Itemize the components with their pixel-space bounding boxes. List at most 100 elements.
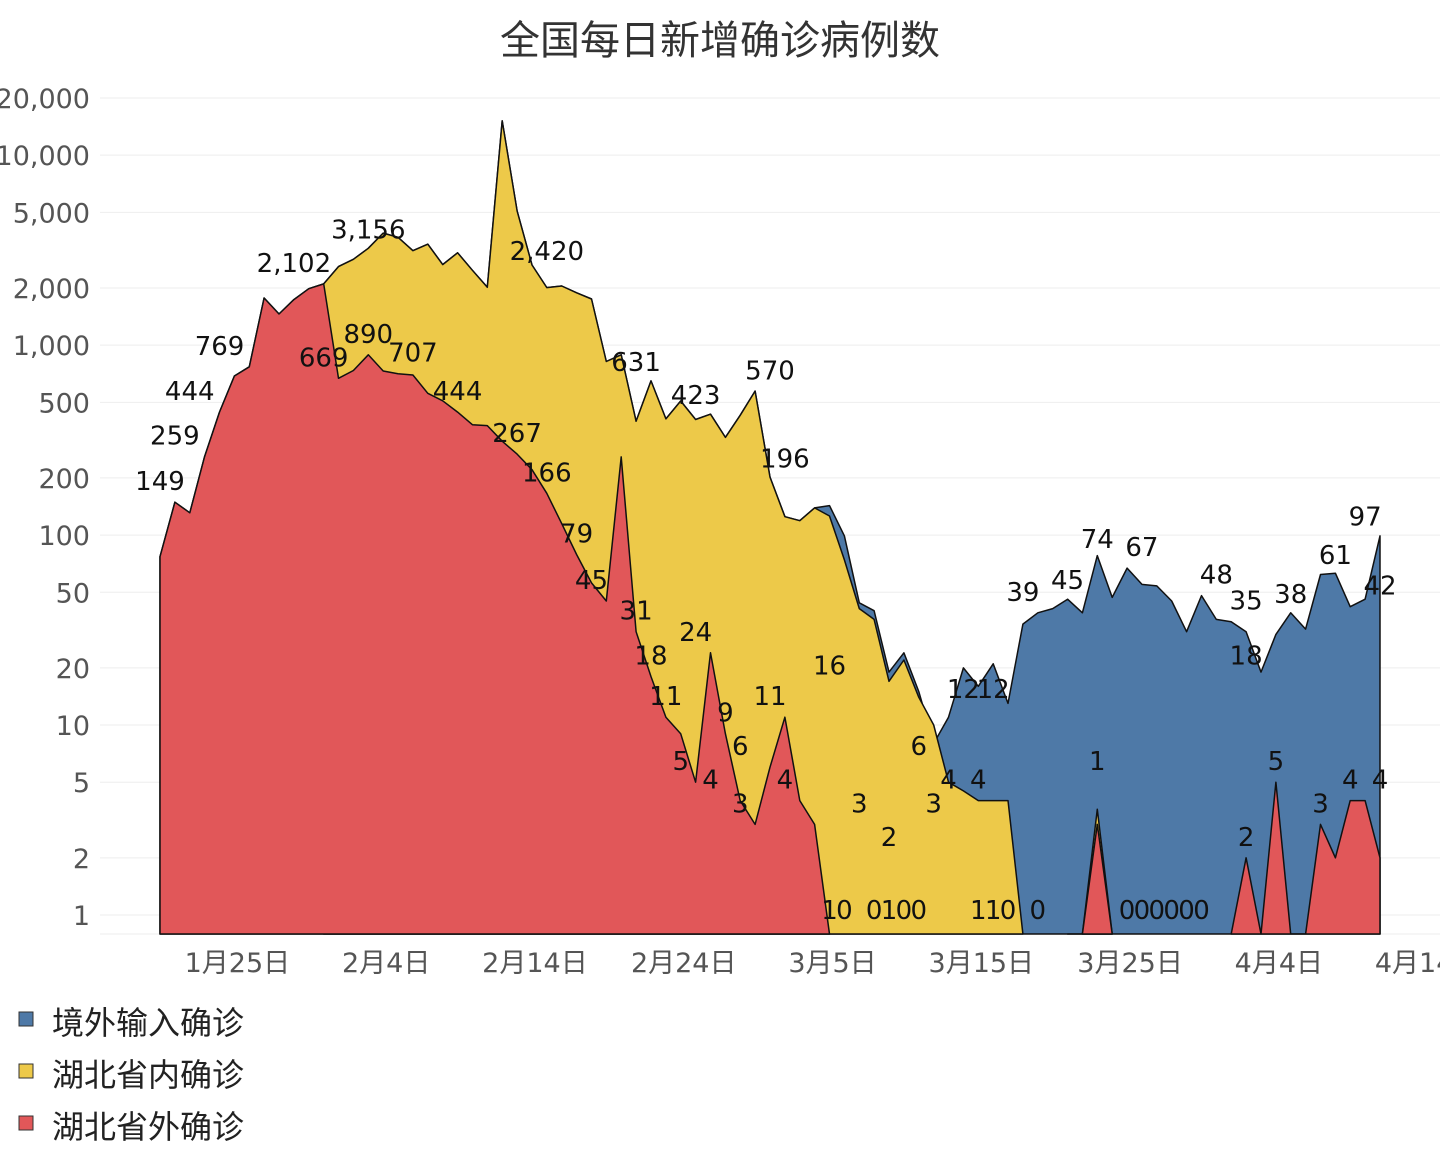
data-label: 0 xyxy=(911,896,928,926)
data-label: 444 xyxy=(165,377,215,407)
x-tick-label: 4月14日 xyxy=(1375,948,1440,979)
y-tick-label: 10,000 xyxy=(0,141,90,172)
x-tick-label: 4月4日 xyxy=(1235,948,1323,979)
y-tick-label: 2 xyxy=(73,844,90,875)
data-label: 5 xyxy=(1268,747,1285,777)
data-label: 631 xyxy=(611,348,661,378)
data-label: 769 xyxy=(195,332,245,362)
data-label: 45 xyxy=(575,566,608,596)
data-label: 149 xyxy=(135,467,185,497)
y-tick-label: 5,000 xyxy=(13,198,90,229)
data-label: 1 xyxy=(881,896,898,926)
x-tick-label: 2月4日 xyxy=(342,948,430,979)
data-label: 2 xyxy=(881,823,898,853)
data-labels: 1492594447692,1026698903,1567074442672,4… xyxy=(135,215,1396,926)
legend-label: 湖北省外确诊 xyxy=(52,1108,244,1146)
y-tick-label: 10 xyxy=(56,711,90,742)
data-label: 79 xyxy=(560,520,593,550)
data-label: 31 xyxy=(620,597,653,627)
data-label: 0 xyxy=(896,896,913,926)
data-label: 4 xyxy=(1372,766,1389,796)
y-tick-label: 100 xyxy=(38,521,90,552)
data-label: 0 xyxy=(1178,896,1195,926)
y-tick-label: 5 xyxy=(73,768,90,799)
x-tick-label: 2月24日 xyxy=(631,948,737,979)
data-label: 4 xyxy=(970,766,987,796)
y-axis: 1 2 5 10 20 50 100 200 500 1,000 2,000 5,000 10,000 2… xyxy=(0,84,90,932)
x-tick-label: 3月15日 xyxy=(929,948,1035,979)
data-label: 570 xyxy=(745,357,795,387)
data-label: 11 xyxy=(649,682,682,712)
data-label: 3 xyxy=(925,789,942,819)
legend-swatch xyxy=(18,1115,34,1131)
data-label: 11 xyxy=(753,682,786,712)
data-label: 166 xyxy=(522,458,572,488)
x-tick-label: 3月25日 xyxy=(1077,948,1183,979)
data-label: 48 xyxy=(1200,561,1233,591)
data-label: 2 xyxy=(1238,823,1255,853)
data-label: 0 xyxy=(1030,896,1047,926)
y-tick-label: 1,000 xyxy=(13,331,90,362)
data-label: 0 xyxy=(866,896,883,926)
data-label: 12 xyxy=(947,675,980,705)
y-tick-label: 1 xyxy=(73,901,90,932)
legend-swatch xyxy=(18,1011,34,1027)
legend-label: 境外输入确诊 xyxy=(52,1004,244,1042)
x-tick-label: 2月14日 xyxy=(482,948,588,979)
data-label: 67 xyxy=(1125,533,1158,563)
data-label: 12 xyxy=(977,675,1010,705)
data-label: 444 xyxy=(433,377,483,407)
y-tick-label: 500 xyxy=(38,388,90,419)
data-label: 0 xyxy=(1149,896,1166,926)
plot-area xyxy=(159,120,1381,935)
data-label: 3 xyxy=(851,789,868,819)
data-label: 1 xyxy=(1089,747,1106,777)
data-label: 0 xyxy=(1000,896,1017,926)
data-label: 1 xyxy=(970,896,987,926)
data-label: 24 xyxy=(679,618,712,648)
data-label: 42 xyxy=(1363,572,1396,602)
legend-swatch xyxy=(18,1063,34,1079)
data-label: 423 xyxy=(671,381,721,411)
x-tick-label: 1月25日 xyxy=(185,948,291,979)
data-label: 2,102 xyxy=(257,249,331,279)
data-label: 259 xyxy=(150,422,200,452)
data-label: 0 xyxy=(1193,896,1210,926)
data-label: 3 xyxy=(1312,789,1329,819)
data-label: 707 xyxy=(388,339,438,369)
data-label: 38 xyxy=(1274,580,1307,610)
data-label: 2,420 xyxy=(510,237,584,267)
data-label: 6 xyxy=(911,732,928,762)
data-label: 4 xyxy=(777,766,794,796)
data-label: 0 xyxy=(1134,896,1151,926)
data-label: 267 xyxy=(492,419,542,449)
data-label: 0 xyxy=(1119,896,1136,926)
data-label: 74 xyxy=(1081,525,1114,555)
data-label: 39 xyxy=(1006,578,1039,608)
data-label: 9 xyxy=(717,699,734,729)
data-label: 18 xyxy=(1230,642,1263,672)
x-tick-label: 3月5日 xyxy=(788,948,876,979)
y-tick-label: 20 xyxy=(56,654,90,685)
y-tick-label: 200 xyxy=(38,464,90,495)
data-label: 196 xyxy=(760,445,810,475)
x-axis: 1月25日 2月4日 2月14日 2月24日 3月5日 3月15日 3月25日 4月4日 4月1… xyxy=(185,948,1440,979)
data-label: 4 xyxy=(702,766,719,796)
data-label: 3 xyxy=(732,789,749,819)
data-label: 5 xyxy=(672,747,689,777)
data-label: 18 xyxy=(634,642,667,672)
data-label: 890 xyxy=(343,320,393,350)
data-label: 1 xyxy=(985,896,1002,926)
data-label: 35 xyxy=(1230,587,1263,617)
legend-label: 湖北省内确诊 xyxy=(52,1056,244,1094)
data-label: 0 xyxy=(1163,896,1180,926)
data-label: 6 xyxy=(732,732,749,762)
data-label: 61 xyxy=(1319,541,1352,571)
y-tick-label: 2,000 xyxy=(13,274,90,305)
data-label: 0 xyxy=(836,896,853,926)
data-label: 4 xyxy=(940,766,957,796)
data-label: 3,156 xyxy=(331,215,405,245)
data-label: 4 xyxy=(1342,766,1359,796)
